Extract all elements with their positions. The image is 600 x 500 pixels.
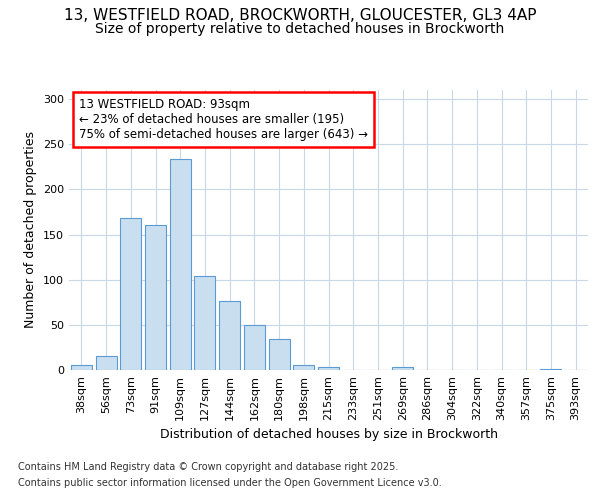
Text: 13 WESTFIELD ROAD: 93sqm
← 23% of detached houses are smaller (195)
75% of semi-: 13 WESTFIELD ROAD: 93sqm ← 23% of detach…	[79, 98, 368, 142]
Bar	[120, 218, 141, 370]
Text: Size of property relative to detached houses in Brockworth: Size of property relative to detached ho…	[95, 22, 505, 36]
Bar	[194, 276, 215, 370]
Bar	[145, 226, 166, 370]
X-axis label: Distribution of detached houses by size in Brockworth: Distribution of detached houses by size …	[160, 428, 497, 441]
Bar	[71, 364, 92, 370]
Bar	[293, 366, 314, 370]
Text: Contains HM Land Registry data © Crown copyright and database right 2025.: Contains HM Land Registry data © Crown c…	[18, 462, 398, 472]
Bar	[318, 368, 339, 370]
Bar	[95, 356, 116, 370]
Y-axis label: Number of detached properties: Number of detached properties	[25, 132, 37, 328]
Text: 13, WESTFIELD ROAD, BROCKWORTH, GLOUCESTER, GL3 4AP: 13, WESTFIELD ROAD, BROCKWORTH, GLOUCEST…	[64, 8, 536, 22]
Bar	[269, 340, 290, 370]
Text: Contains public sector information licensed under the Open Government Licence v3: Contains public sector information licen…	[18, 478, 442, 488]
Bar	[170, 158, 191, 370]
Bar	[392, 368, 413, 370]
Bar	[219, 302, 240, 370]
Bar	[244, 325, 265, 370]
Bar	[541, 369, 562, 370]
